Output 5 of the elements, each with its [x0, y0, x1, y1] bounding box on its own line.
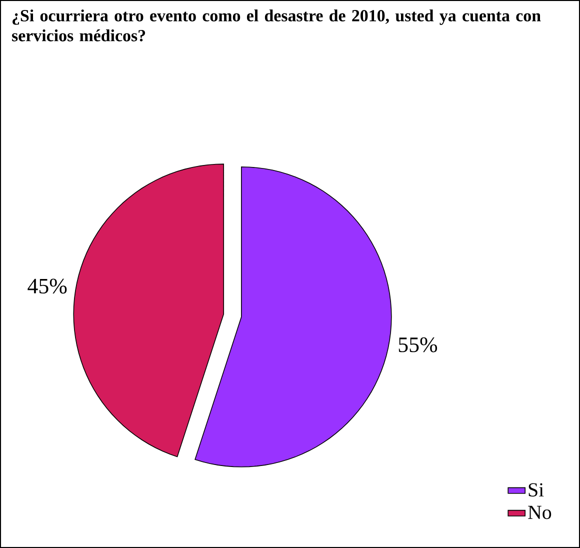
- legend-label: Si: [528, 483, 544, 497]
- data-label: 55%: [398, 337, 438, 352]
- chart-title: ¿Si ocurriera otro evento como el desastre de 2010, usted ya cuenta con servicios médicos?: [12, 10, 541, 42]
- data-label: 45%: [28, 278, 67, 294]
- legend-label: No: [528, 506, 552, 520]
